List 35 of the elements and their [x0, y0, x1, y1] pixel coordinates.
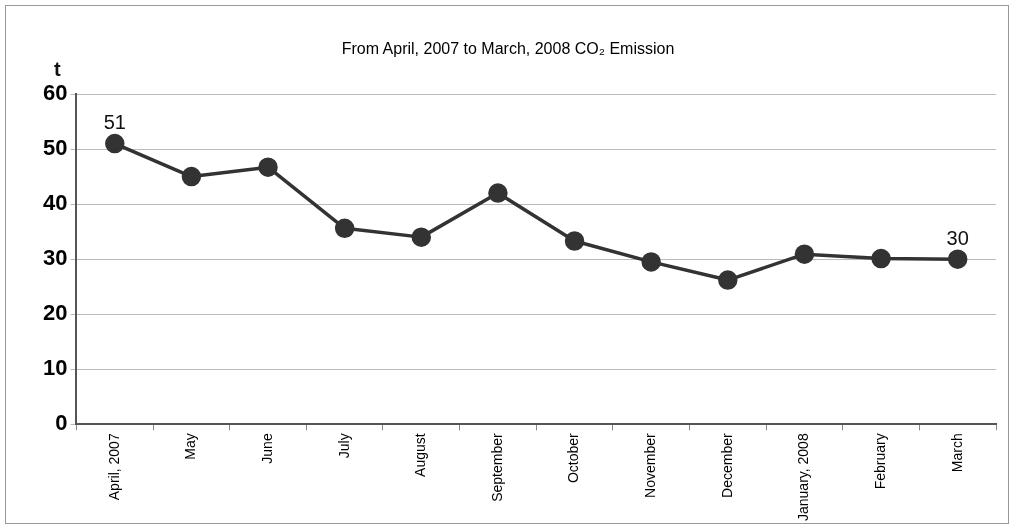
x-tick-label: May	[182, 433, 199, 460]
x-tick-label: August	[412, 433, 429, 477]
point	[718, 270, 738, 290]
point	[488, 183, 508, 203]
point	[564, 231, 585, 251]
y-tick-label: 50	[42, 135, 68, 161]
point	[181, 166, 202, 187]
x-tick-label: December	[718, 432, 735, 498]
point	[334, 218, 355, 239]
y-tick-label: 20	[42, 300, 68, 326]
x-tick-label: March	[948, 433, 965, 473]
point	[411, 227, 432, 247]
x-tick-label: February	[871, 433, 888, 490]
point	[947, 249, 968, 269]
data-label: 51	[103, 111, 126, 134]
chart-title: From April, 2007 to March, 2008 CO₂ Emission	[340, 40, 676, 58]
data-label: 30	[946, 226, 969, 249]
y-tick-label: 10	[42, 355, 68, 381]
point	[794, 244, 815, 264]
y-axis-title: t	[54, 57, 61, 80]
y-tick-label: 0	[55, 410, 68, 436]
y-tick-label: 30	[42, 245, 68, 271]
point	[641, 252, 661, 272]
x-tick-label: July	[335, 433, 352, 459]
x-tick-label: November	[642, 432, 659, 498]
point	[258, 157, 278, 177]
x-tick-label: September	[488, 432, 505, 502]
x-tick-label: June	[258, 433, 275, 464]
y-tick-label: 60	[42, 80, 68, 106]
x-tick-label: January, 2008	[795, 433, 812, 522]
x-tick-label: October	[565, 432, 582, 484]
point	[871, 248, 891, 269]
y-tick-label: 40	[42, 190, 68, 216]
x-tick-label: April, 2007	[105, 433, 122, 501]
point	[105, 133, 125, 154]
